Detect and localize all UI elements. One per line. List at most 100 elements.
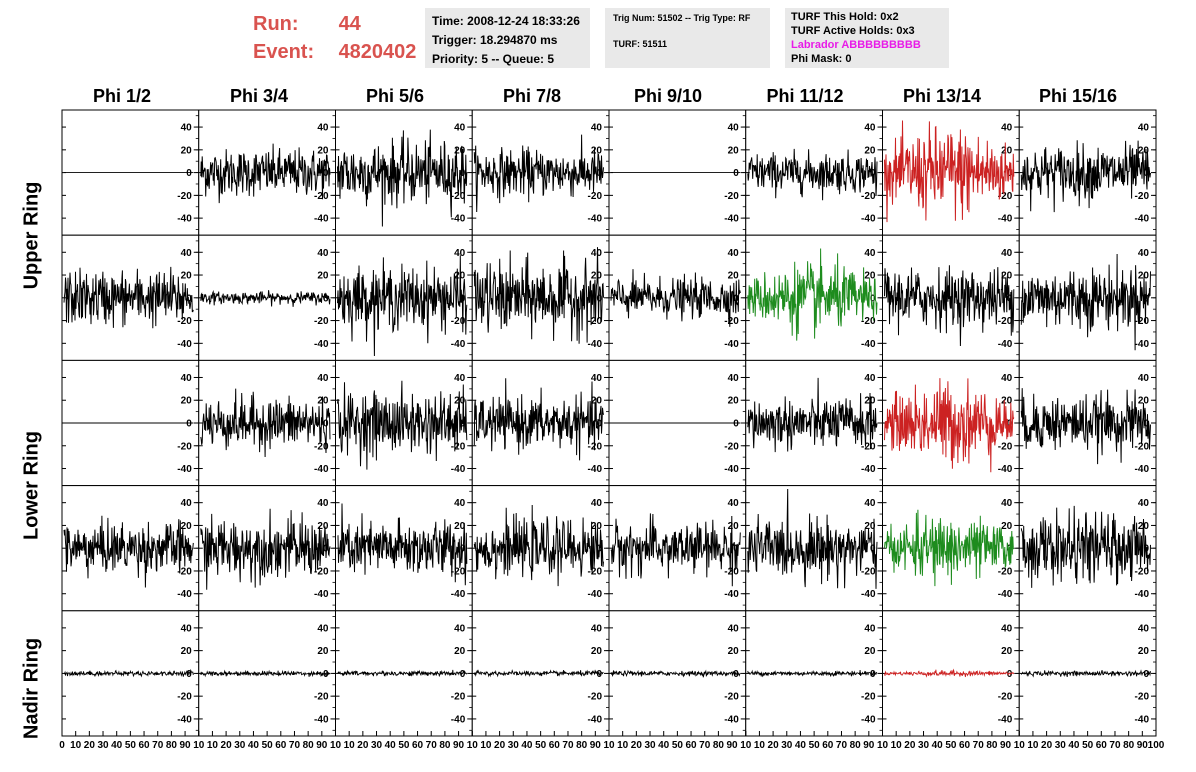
waveform-trace (747, 488, 878, 589)
y-tick-label: -40 (1135, 589, 1150, 600)
waveform-trace (884, 265, 1015, 347)
x-tick-label: 20 (494, 740, 506, 751)
y-tick-label: 20 (181, 145, 193, 156)
y-tick-label: -20 (588, 316, 603, 327)
waveform-trace (200, 388, 331, 458)
y-tick-label: -20 (588, 566, 603, 577)
trig-num-text: Trig Num: 51502 -- Trig Type: RF (613, 13, 751, 23)
y-tick-label: -20 (998, 316, 1013, 327)
x-tick-label: 40 (385, 740, 397, 751)
waveform-trace (747, 669, 878, 678)
y-tick-label: 20 (181, 271, 193, 282)
turf-info-box: TURF This Hold: 0x2 TURF Active Holds: 0… (785, 8, 949, 68)
waveform-trace (473, 504, 604, 587)
x-tick-label: 60 (1096, 740, 1108, 751)
y-tick-label: 40 (454, 248, 466, 259)
x-tick-label: 30 (781, 740, 793, 751)
run-value: 44 (338, 13, 361, 35)
x-tick-label: 90 (453, 740, 465, 751)
y-tick-label: -20 (451, 441, 466, 452)
waveform-trace (337, 129, 468, 227)
waveform-trace (337, 380, 468, 470)
x-tick-label: 10 (1027, 740, 1039, 751)
column-label-phi-11-12: Phi 11/12 (766, 86, 844, 106)
waveform-trace (337, 669, 468, 678)
waveform-trace (747, 148, 878, 201)
y-tick-label: -40 (861, 464, 876, 475)
column-label-phi-13-14: Phi 13/14 (902, 86, 982, 106)
y-tick-label: -40 (588, 714, 603, 725)
y-tick-label: -20 (314, 441, 329, 452)
y-tick-label: -20 (451, 692, 466, 703)
x-tick-label: 80 (439, 740, 451, 751)
waveform-trace (473, 669, 604, 678)
y-tick-label: 40 (591, 248, 603, 259)
y-tick-label: 20 (591, 396, 603, 407)
x-tick-label: 10 (207, 740, 219, 751)
x-tick-label: 90 (1137, 740, 1149, 751)
y-tick-label: -20 (998, 441, 1013, 452)
y-tick-label: -40 (314, 464, 329, 475)
y-tick-label: -40 (861, 339, 876, 350)
x-tick-label: 10 (193, 740, 205, 751)
panel-r4-c2: -40 -20 0 20 40 (335, 610, 473, 737)
y-tick-label: 40 (864, 623, 876, 634)
y-tick-label: -20 (998, 191, 1013, 202)
waveform-trace (337, 503, 468, 586)
y-tick-label: -20 (314, 191, 329, 202)
x-tick-label: 30 (918, 740, 930, 751)
y-tick-label: 20 (1001, 396, 1013, 407)
y-tick-label: 40 (1001, 248, 1013, 259)
x-tick-label: 10 (754, 740, 766, 751)
waveform-trace (884, 509, 1015, 587)
y-tick-label: 0 (1143, 419, 1149, 430)
y-tick-label: -20 (861, 316, 876, 327)
y-tick-label: 20 (591, 646, 603, 657)
y-tick-label: 0 (186, 293, 192, 304)
y-tick-label: 20 (591, 521, 603, 532)
y-tick-label: -20 (177, 566, 192, 577)
panel-r2-c0: -40 -20 0 20 40 (61, 359, 200, 487)
run-row: Run: 44 (253, 10, 416, 38)
y-tick-label: 40 (1138, 498, 1150, 509)
y-tick-label: -20 (861, 191, 876, 202)
y-tick-label: 0 (460, 669, 466, 680)
y-tick-label: 20 (728, 646, 740, 657)
y-tick-label: 20 (454, 521, 466, 532)
x-tick-label: 50 (125, 740, 137, 751)
y-tick-label: 20 (317, 521, 329, 532)
y-tick-label: 20 (728, 521, 740, 532)
waveform-trace (1020, 505, 1151, 588)
event-label: Event: (253, 41, 315, 63)
y-tick-label: 40 (728, 248, 740, 259)
waveform-trace (610, 669, 741, 678)
time-info-box: Time: 2008-12-24 18:33:26 Trigger: 18.29… (425, 8, 590, 68)
y-tick-label: -20 (1135, 566, 1150, 577)
y-tick-label: 20 (454, 145, 466, 156)
waveform-trace (1020, 388, 1151, 465)
waveform-trace (473, 378, 604, 461)
y-tick-label: -40 (451, 214, 466, 225)
panel-r0-c4: -40 -20 0 20 40 (608, 109, 747, 236)
y-tick-label: 40 (454, 123, 466, 134)
y-tick-label: -40 (861, 214, 876, 225)
x-tick-label: 30 (508, 740, 520, 751)
y-tick-label: 20 (864, 145, 876, 156)
turf-active-text: TURF Active Holds: 0x3 (791, 25, 915, 37)
y-tick-label: 40 (1001, 373, 1013, 384)
y-tick-label: -40 (314, 589, 329, 600)
y-tick-label: -40 (314, 714, 329, 725)
panel-r2-c7: -40 -20 0 20 40 (1018, 359, 1157, 487)
y-tick-label: -40 (1135, 714, 1150, 725)
event-row: Event: 4820402 (253, 38, 416, 66)
x-tick-label: 80 (986, 740, 998, 751)
x-tick-label: 10 (480, 740, 492, 751)
x-tick-label: 70 (426, 740, 438, 751)
panel-r1-c1: -40 -20 0 20 40 (198, 234, 336, 361)
